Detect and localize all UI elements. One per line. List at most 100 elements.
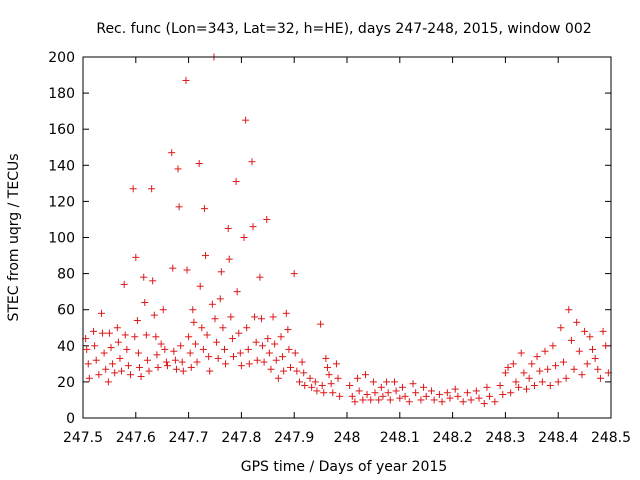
data-point bbox=[242, 116, 250, 124]
data-point bbox=[318, 382, 326, 390]
data-point bbox=[594, 365, 602, 373]
data-point bbox=[251, 313, 259, 321]
data-point bbox=[84, 360, 92, 368]
data-point bbox=[116, 354, 124, 362]
data-point bbox=[121, 331, 129, 339]
data-point bbox=[175, 203, 183, 211]
data-point bbox=[581, 327, 589, 335]
x-tick-label: 247.7 bbox=[169, 430, 209, 446]
data-point bbox=[323, 363, 331, 371]
data-point bbox=[386, 396, 394, 404]
data-point bbox=[499, 391, 507, 399]
data-point bbox=[203, 331, 211, 339]
data-point bbox=[267, 365, 275, 373]
data-point bbox=[187, 363, 195, 371]
data-point bbox=[91, 342, 99, 350]
data-point bbox=[249, 223, 257, 231]
data-point bbox=[102, 365, 110, 373]
data-point bbox=[161, 345, 169, 353]
data-point bbox=[248, 158, 256, 166]
x-tick-label: 247.9 bbox=[274, 430, 314, 446]
data-point bbox=[95, 371, 103, 379]
data-point bbox=[83, 345, 91, 353]
data-point bbox=[191, 340, 199, 348]
data-point bbox=[512, 378, 520, 386]
data-point bbox=[178, 358, 186, 366]
y-tick-label: 80 bbox=[57, 267, 75, 283]
data-point bbox=[224, 224, 232, 232]
data-point bbox=[114, 338, 122, 346]
data-point bbox=[379, 392, 387, 400]
data-point bbox=[377, 383, 385, 391]
data-point bbox=[195, 159, 203, 167]
data-point bbox=[280, 367, 288, 375]
data-point bbox=[480, 400, 488, 408]
data-point bbox=[530, 382, 538, 390]
data-point bbox=[293, 367, 301, 375]
data-point bbox=[243, 324, 251, 332]
x-tick-label: 248 bbox=[334, 430, 361, 446]
data-point bbox=[504, 363, 512, 371]
data-point bbox=[104, 378, 112, 386]
data-point bbox=[233, 288, 241, 296]
data-point bbox=[291, 349, 299, 357]
data-point bbox=[100, 349, 108, 357]
data-point bbox=[559, 358, 567, 366]
data-point bbox=[472, 387, 480, 395]
data-point bbox=[222, 360, 230, 368]
data-point bbox=[346, 382, 354, 390]
data-point bbox=[279, 353, 287, 361]
data-point bbox=[552, 362, 560, 370]
data-point bbox=[383, 378, 391, 386]
data-point bbox=[575, 347, 583, 355]
data-point bbox=[541, 347, 549, 355]
data-point bbox=[446, 394, 454, 402]
data-point bbox=[129, 185, 137, 193]
data-point bbox=[92, 356, 100, 364]
data-point bbox=[264, 335, 272, 343]
data-point bbox=[438, 398, 446, 406]
data-point bbox=[97, 309, 105, 317]
data-point bbox=[334, 374, 342, 382]
data-point bbox=[332, 360, 340, 368]
data-point bbox=[256, 273, 264, 281]
data-point bbox=[359, 396, 367, 404]
data-point bbox=[183, 266, 191, 274]
data-point bbox=[120, 280, 128, 288]
data-point bbox=[459, 398, 467, 406]
data-point bbox=[463, 389, 471, 397]
data-point bbox=[235, 329, 243, 337]
y-tick-label: 160 bbox=[48, 122, 75, 138]
data-point bbox=[398, 383, 406, 391]
data-point bbox=[216, 295, 224, 303]
data-point bbox=[205, 353, 213, 361]
data-point bbox=[327, 380, 335, 388]
data-point bbox=[131, 333, 139, 341]
data-point bbox=[451, 385, 459, 393]
data-point bbox=[523, 385, 531, 393]
data-point bbox=[163, 362, 171, 370]
data-point bbox=[596, 374, 604, 382]
data-point bbox=[111, 369, 119, 377]
data-point bbox=[177, 342, 185, 350]
data-point bbox=[317, 320, 325, 328]
y-axis-label: STEC from uqrg / TECUs bbox=[6, 153, 22, 321]
data-point bbox=[475, 394, 483, 402]
y-tick-label: 0 bbox=[66, 411, 75, 427]
data-point bbox=[227, 313, 235, 321]
data-point bbox=[371, 389, 379, 397]
y-tick-label: 120 bbox=[48, 194, 75, 210]
data-point bbox=[430, 396, 438, 404]
y-tick-label: 20 bbox=[57, 375, 75, 391]
data-point bbox=[127, 371, 135, 379]
data-point bbox=[401, 392, 409, 400]
x-tick-label: 247.8 bbox=[221, 430, 261, 446]
data-point bbox=[152, 333, 160, 341]
chart-title: Rec. func (Lon=343, Lat=32, h=HE), days … bbox=[96, 21, 591, 37]
data-point bbox=[554, 378, 562, 386]
data-point bbox=[171, 356, 179, 364]
data-point bbox=[236, 349, 244, 357]
x-axis-label: GPS time / Days of year 2015 bbox=[241, 459, 448, 475]
data-point bbox=[174, 165, 182, 173]
